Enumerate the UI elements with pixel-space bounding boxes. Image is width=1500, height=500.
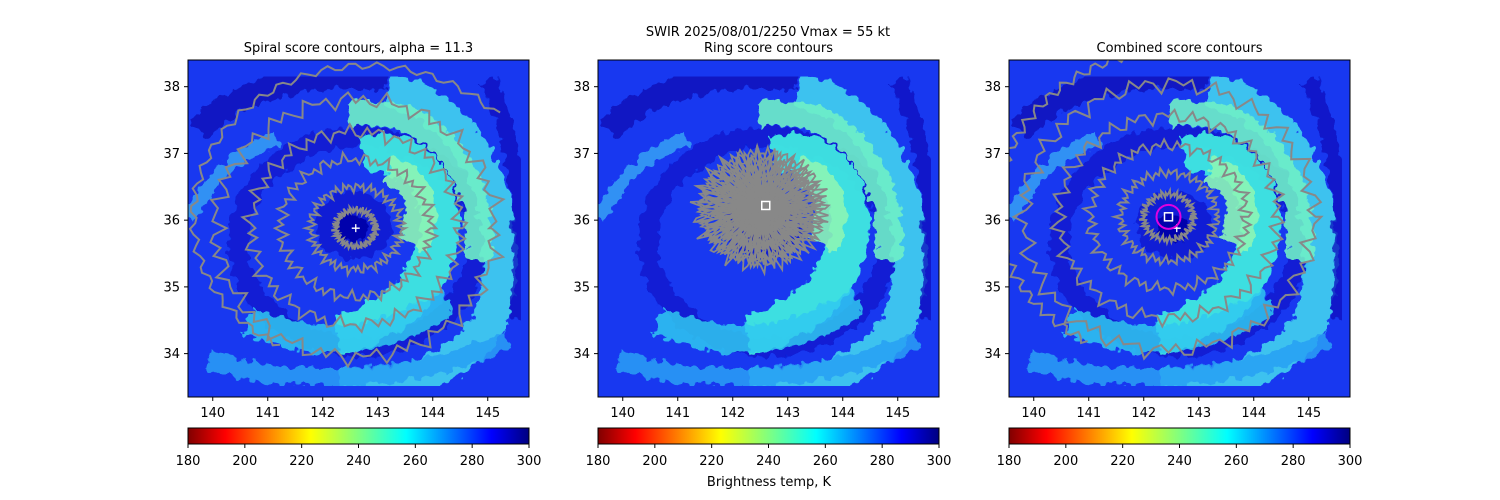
ring-score-contour — [716, 171, 803, 250]
colorbar-tick-label: 300 — [1338, 454, 1363, 469]
y-tick-label: 35 — [573, 280, 590, 295]
spiral-score-contour — [188, 61, 501, 347]
y-tick-label: 38 — [573, 80, 590, 95]
y-tick-label: 37 — [163, 147, 180, 162]
colorbar-tick-label: 280 — [870, 454, 895, 469]
colorbar-label: Brightness temp, K — [707, 475, 832, 490]
colorbar-gradient — [597, 427, 940, 445]
colorbar-tick-label: 180 — [176, 454, 201, 469]
combined-score-contour — [1011, 77, 1324, 361]
y-tick-label: 38 — [984, 80, 1001, 95]
ring-score-contour — [696, 145, 829, 270]
x-tick-label: 143 — [1186, 406, 1211, 421]
colorbar-tick-label: 180 — [997, 454, 1022, 469]
plot-area — [188, 60, 529, 397]
colorbar-tick-label: 220 — [289, 454, 314, 469]
spiral-score-contour — [272, 150, 440, 303]
colorbar-tick-label: 300 — [927, 454, 952, 469]
colorbar-tick-label: 220 — [699, 454, 724, 469]
ring-score-contour — [698, 154, 817, 263]
colorbar: 180 200 220 240 260 280 300 — [176, 427, 542, 469]
center-square-marker — [1163, 212, 1174, 222]
x-tick-label: 145 — [475, 406, 500, 421]
colorbar-tick-label: 260 — [813, 454, 838, 469]
spiral-score-contour — [330, 203, 381, 252]
y-tick-label: 36 — [573, 214, 590, 229]
plot-frame — [1008, 59, 1351, 398]
colorbar-tick-label: 260 — [403, 454, 428, 469]
colorbar-tick-label: 200 — [642, 454, 667, 469]
x-tick-label: 142 — [720, 406, 745, 421]
x-tick-label: 141 — [255, 406, 280, 421]
colorbar-tick-label: 240 — [756, 454, 781, 469]
x-tick-label: 144 — [1241, 406, 1266, 421]
colorbar-tick-label: 200 — [1053, 454, 1078, 469]
plot-area — [598, 60, 939, 397]
colorbar-tick-label: 260 — [1224, 454, 1249, 469]
combined-score-contour — [1080, 137, 1254, 297]
y-tick-label: 34 — [573, 347, 590, 362]
colorbar-gradient — [1008, 427, 1351, 445]
plot-frame — [597, 59, 940, 398]
center-plus-marker — [351, 224, 360, 233]
y-tick-label: 37 — [573, 147, 590, 162]
combined-score-contour — [1048, 108, 1286, 329]
center-square-marker — [761, 200, 771, 211]
colorbar: 180 200 220 240 260 280 300 — [586, 427, 952, 469]
panel-title: Spiral score contours, alpha = 11.3 — [244, 41, 473, 56]
x-tick-label: 145 — [885, 406, 910, 421]
x-tick-label: 140 — [200, 406, 225, 421]
panel-1: Spiral score contours, alpha = 11.3 140 14… — [163, 41, 541, 469]
colorbar-tick-label: 240 — [346, 454, 371, 469]
colorbar-tick-label: 180 — [586, 454, 611, 469]
plot-area — [1009, 60, 1350, 398]
y-tick-label: 34 — [163, 347, 180, 362]
spiral-score-contour — [301, 181, 410, 279]
x-tick-label: 143 — [365, 406, 390, 421]
x-tick-label: 144 — [830, 406, 855, 421]
figure-suptitle: SWIR 2025/08/01/2250 Vmax = 55 kt — [646, 25, 890, 40]
y-tick-label: 37 — [984, 147, 1001, 162]
panel-title: Ring score contours — [704, 41, 833, 56]
x-tick-label: 143 — [775, 406, 800, 421]
combined-score-contour — [1009, 60, 1124, 345]
colorbar: 180 200 220 240 260 280 300 — [997, 427, 1363, 469]
combined-score-contour — [1110, 165, 1221, 267]
combined-score-contour — [1138, 186, 1199, 247]
spiral-score-contour — [209, 91, 506, 369]
y-tick-label: 35 — [163, 280, 180, 295]
colorbar-tick-label: 200 — [232, 454, 257, 469]
x-tick-label: 144 — [420, 406, 445, 421]
colorbar-tick-label: 300 — [517, 454, 542, 469]
colorbar-tick-label: 240 — [1167, 454, 1192, 469]
plot-frame — [187, 59, 530, 398]
ring-score-contour — [689, 142, 831, 277]
colorbar-tick-label: 280 — [460, 454, 485, 469]
colorbar-gradient — [187, 427, 530, 445]
y-tick-label: 36 — [984, 214, 1001, 229]
spiral-score-contour — [240, 122, 469, 334]
panels: Spiral score contours, alpha = 11.3 140 14… — [163, 41, 1362, 469]
x-tick-label: 145 — [1296, 406, 1321, 421]
x-tick-label: 141 — [1076, 406, 1101, 421]
x-tick-label: 140 — [1021, 406, 1046, 421]
y-tick-label: 36 — [163, 214, 180, 229]
colorbar-tick-label: 280 — [1281, 454, 1306, 469]
x-tick-label: 140 — [610, 406, 635, 421]
y-tick-label: 34 — [984, 347, 1001, 362]
center-circle-marker — [1155, 203, 1182, 230]
x-tick-label: 141 — [665, 406, 690, 421]
x-tick-label: 142 — [310, 406, 335, 421]
panel-title: Combined score contours — [1097, 41, 1263, 56]
x-tick-label: 142 — [1131, 406, 1156, 421]
panel-3: Combined score contours 140 141 142 143 144 14… — [984, 41, 1362, 469]
y-tick-label: 38 — [163, 80, 180, 95]
colorbar-tick-label: 220 — [1110, 454, 1135, 469]
y-tick-label: 35 — [984, 280, 1001, 295]
panel-2: Ring score contours 140 141 142 143 144 145 34 3… — [573, 41, 951, 469]
